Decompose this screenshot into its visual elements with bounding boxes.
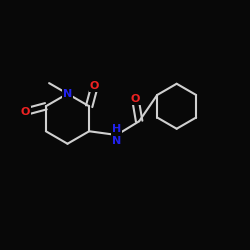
Text: O: O	[90, 81, 99, 91]
Text: O: O	[131, 94, 140, 104]
Text: N: N	[63, 89, 72, 99]
Text: H
N: H N	[112, 124, 121, 146]
Text: O: O	[21, 107, 30, 117]
